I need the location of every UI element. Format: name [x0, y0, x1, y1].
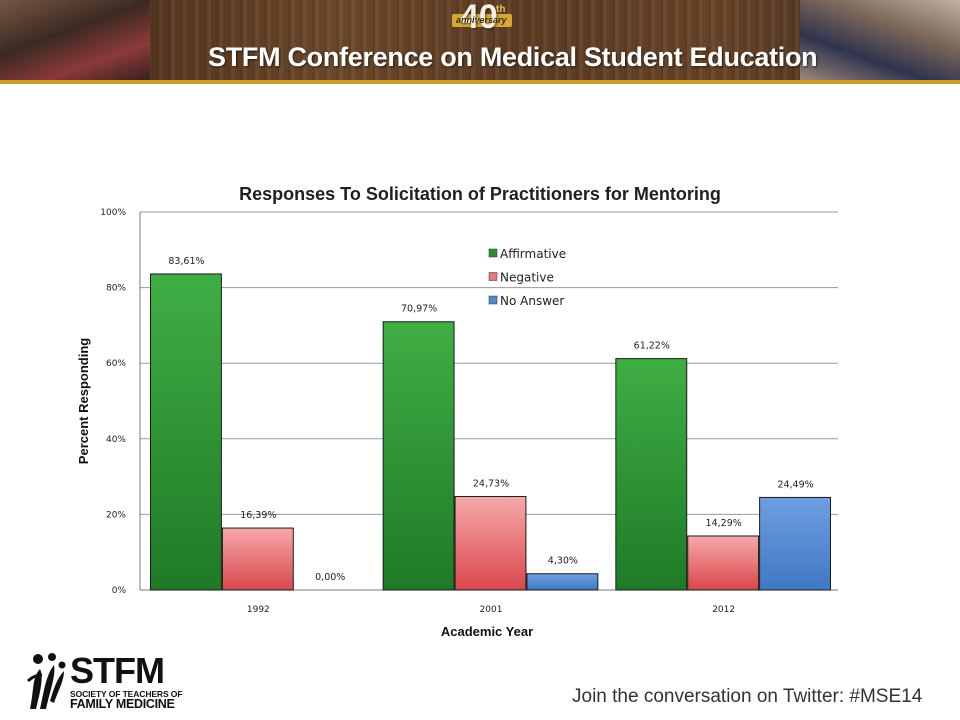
- bar-affirmative-2012: [615, 358, 688, 591]
- x-tick-label: 2012: [712, 605, 735, 615]
- y-tick-label: 80%: [106, 284, 126, 294]
- data-label: 24,73%: [473, 479, 509, 490]
- legend-entry: Negative: [500, 271, 554, 285]
- stfm-figures-icon: [26, 653, 66, 709]
- legend-swatch: [488, 295, 498, 305]
- data-label: 24,49%: [777, 479, 813, 490]
- twitter-hashtag-text: Join the conversation on Twitter: #MSE14: [572, 686, 923, 707]
- data-label: 0,00%: [315, 572, 345, 583]
- bar-no-answer-2001: [526, 573, 599, 591]
- y-tick-label: 40%: [106, 435, 126, 445]
- audience-photo-right: [800, 0, 960, 84]
- chart-title: Responses To Solicitation of Practitione…: [239, 184, 721, 204]
- data-label: 4,30%: [548, 556, 578, 567]
- data-label: 83,61%: [168, 256, 204, 267]
- stfm-logo: STFM SOCIETY OF TEACHERS OF FAMILY MEDIC…: [26, 651, 186, 711]
- legend-entry: No Answer: [500, 294, 564, 308]
- logo-tagline-line2: FAMILY MEDICINE: [70, 697, 175, 711]
- y-tick-label: 0%: [112, 586, 127, 596]
- legend: Affirmative Negative No Answer: [488, 247, 566, 308]
- anniversary-word: anniversary: [456, 15, 507, 25]
- banner-title: STFM Conference on Medical Student Educa…: [208, 42, 818, 72]
- axis-ticks: 0% 20% 40% 60% 80% 100% 1992 2001 2012: [100, 208, 735, 615]
- bar-affirmative-2001: [382, 321, 455, 591]
- audience-photo-left: [0, 0, 150, 84]
- legend-entry: Affirmative: [500, 247, 566, 261]
- banner-gold-stripe: [0, 80, 960, 84]
- y-axis-title: Percent Responding: [76, 338, 91, 464]
- data-label: 14,29%: [706, 518, 742, 529]
- bar-negative-2012: [687, 535, 760, 591]
- logo-tagline-line1: SOCIETY OF TEACHERS OF: [70, 689, 183, 699]
- legend-swatch: [488, 272, 498, 281]
- legend-swatch: [488, 248, 498, 258]
- x-tick-label: 1992: [247, 605, 270, 615]
- y-tick-label: 60%: [106, 359, 126, 369]
- anniversary-number: 40: [460, 0, 498, 36]
- data-labels: 83,61% 16,39% 0,00% 70,97% 24,73% 4,30% 61,22%…: [168, 256, 813, 583]
- x-axis-title: Academic Year: [441, 624, 533, 639]
- y-tick-label: 100%: [100, 208, 126, 218]
- bar-affirmative-1992: [150, 273, 222, 591]
- data-label: 16,39%: [240, 510, 276, 521]
- y-tick-label: 20%: [106, 510, 126, 520]
- data-label: 61,22%: [634, 341, 670, 352]
- bar-negative-1992: [221, 527, 294, 591]
- anniversary-ribbon: [452, 14, 512, 27]
- header-banner: 40 th anniversary STFM Conference on Med…: [0, 0, 960, 84]
- data-label: 70,97%: [401, 304, 437, 315]
- logo-wordmark: STFM: [70, 650, 165, 691]
- bar-no-answer-2012: [759, 496, 831, 591]
- anniversary-suffix: th: [496, 4, 506, 15]
- bars: [150, 273, 831, 591]
- bar-negative-2001: [454, 496, 527, 591]
- x-tick-label: 2001: [480, 605, 503, 615]
